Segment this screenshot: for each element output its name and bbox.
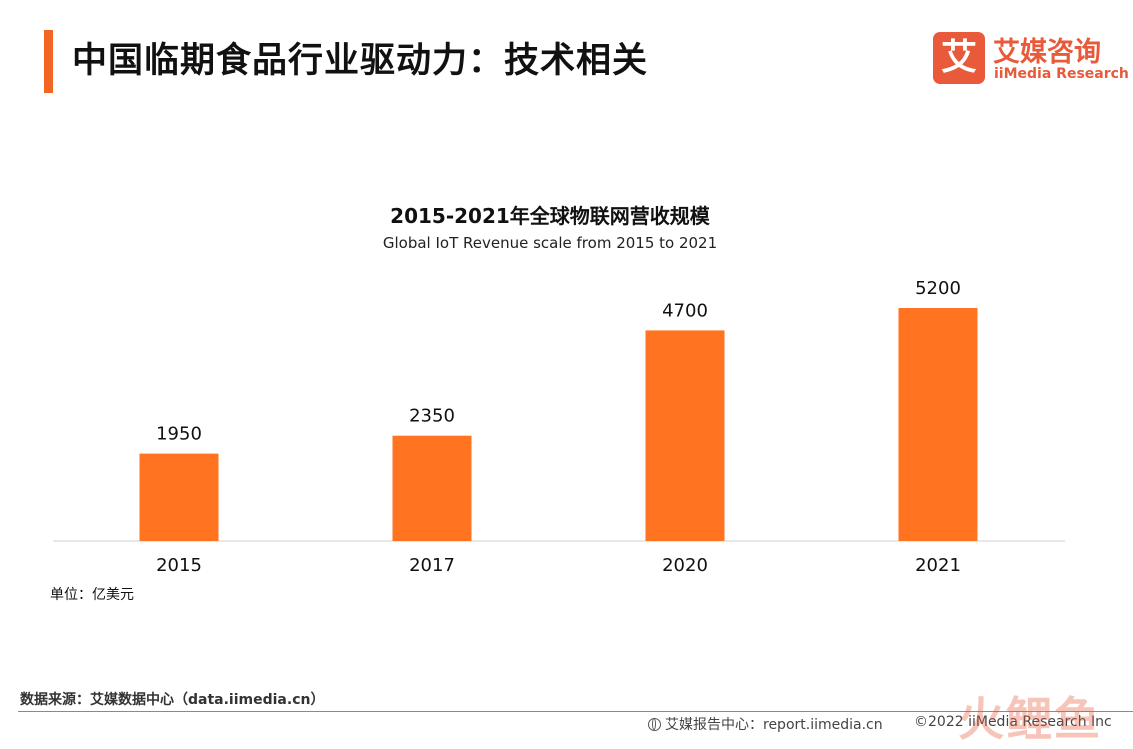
footer-website[interactable]: 艾媒报告中心：report.iimedia.cn	[648, 714, 883, 734]
bar-chart: 1950 2015 2350 2017 4700 2020 5200 2021	[53, 278, 1065, 576]
iimedia-logo: 艾 艾媒咨询 iiMedia Research	[933, 32, 1129, 88]
chart-subtitle: Global IoT Revenue scale from 2015 to 20…	[382, 234, 718, 252]
data-source: 数据来源：艾媒数据中心（data.iimedia.cn）	[20, 692, 325, 708]
bar-2015	[139, 453, 219, 541]
data-label-2015: 1950	[156, 424, 202, 445]
bar-2020	[645, 330, 725, 541]
logo-en-text: iiMedia Research	[994, 66, 1129, 82]
x-tick-2015: 2015	[156, 555, 202, 576]
x-tick-2021: 2021	[915, 555, 961, 576]
x-tick-2020: 2020	[662, 555, 708, 576]
footer-copyright: ©2022 iiMedia Research Inc	[914, 714, 1112, 730]
logo-cn-text: 艾媒咨询	[993, 37, 1101, 68]
page-title: 中国临期食品行业驱动力：技术相关	[72, 41, 649, 81]
bar-2017	[392, 435, 472, 541]
footer-website-text: 艾媒报告中心：report.iimedia.cn	[665, 717, 883, 733]
x-tick-2017: 2017	[409, 555, 455, 576]
data-label-2017: 2350	[409, 406, 455, 427]
data-label-2021: 5200	[915, 278, 961, 299]
globe-icon	[648, 718, 661, 731]
logo-mark-char: 艾	[940, 37, 977, 78]
unit-note: 单位：亿美元	[50, 587, 134, 603]
logo-mark-icon: 艾	[933, 32, 985, 84]
footer-divider	[18, 711, 1133, 712]
watermark: 火鲤鱼	[958, 692, 1102, 746]
chart-title: 2015-2021年全球物联网营收规模	[390, 204, 710, 228]
data-label-2020: 4700	[662, 300, 708, 321]
title-accent-bar	[44, 30, 53, 93]
bar-2021	[898, 308, 978, 541]
